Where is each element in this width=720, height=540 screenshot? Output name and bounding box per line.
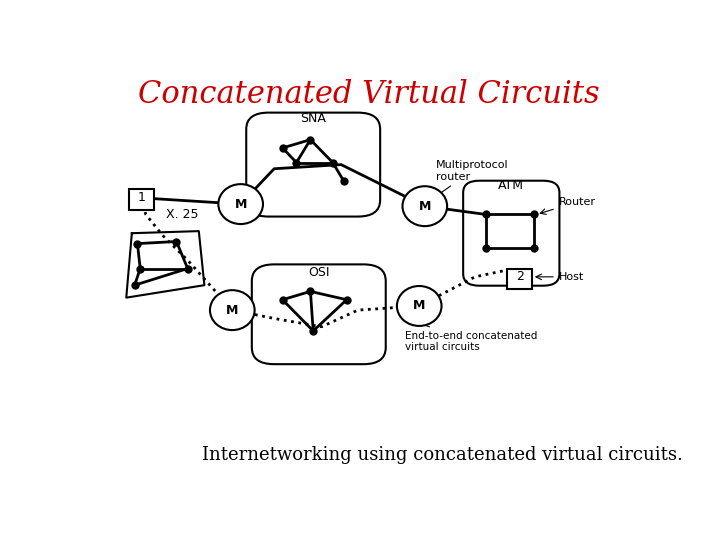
Ellipse shape: [402, 186, 447, 226]
Ellipse shape: [210, 290, 255, 330]
Text: Multiprotocol
router: Multiprotocol router: [428, 160, 508, 202]
Text: Internetworking using concatenated virtual circuits.: Internetworking using concatenated virtu…: [202, 446, 683, 464]
Text: ATM: ATM: [498, 179, 524, 192]
Text: M: M: [226, 303, 238, 316]
Ellipse shape: [218, 184, 263, 224]
FancyBboxPatch shape: [508, 268, 532, 288]
Text: SNA: SNA: [300, 112, 326, 125]
Text: M: M: [418, 200, 431, 213]
Text: 1: 1: [138, 191, 145, 204]
Text: M: M: [235, 198, 247, 211]
Text: Host: Host: [536, 272, 584, 282]
Text: End-to-end concatenated
virtual circuits: End-to-end concatenated virtual circuits: [405, 319, 538, 352]
Text: M: M: [413, 300, 426, 313]
Text: Router: Router: [540, 197, 595, 214]
Text: 2: 2: [516, 271, 523, 284]
Text: Concatenated Virtual Circuits: Concatenated Virtual Circuits: [138, 79, 600, 110]
FancyBboxPatch shape: [129, 188, 153, 210]
Text: X. 25: X. 25: [166, 208, 198, 221]
Ellipse shape: [397, 286, 441, 326]
Text: OSI: OSI: [308, 266, 330, 279]
